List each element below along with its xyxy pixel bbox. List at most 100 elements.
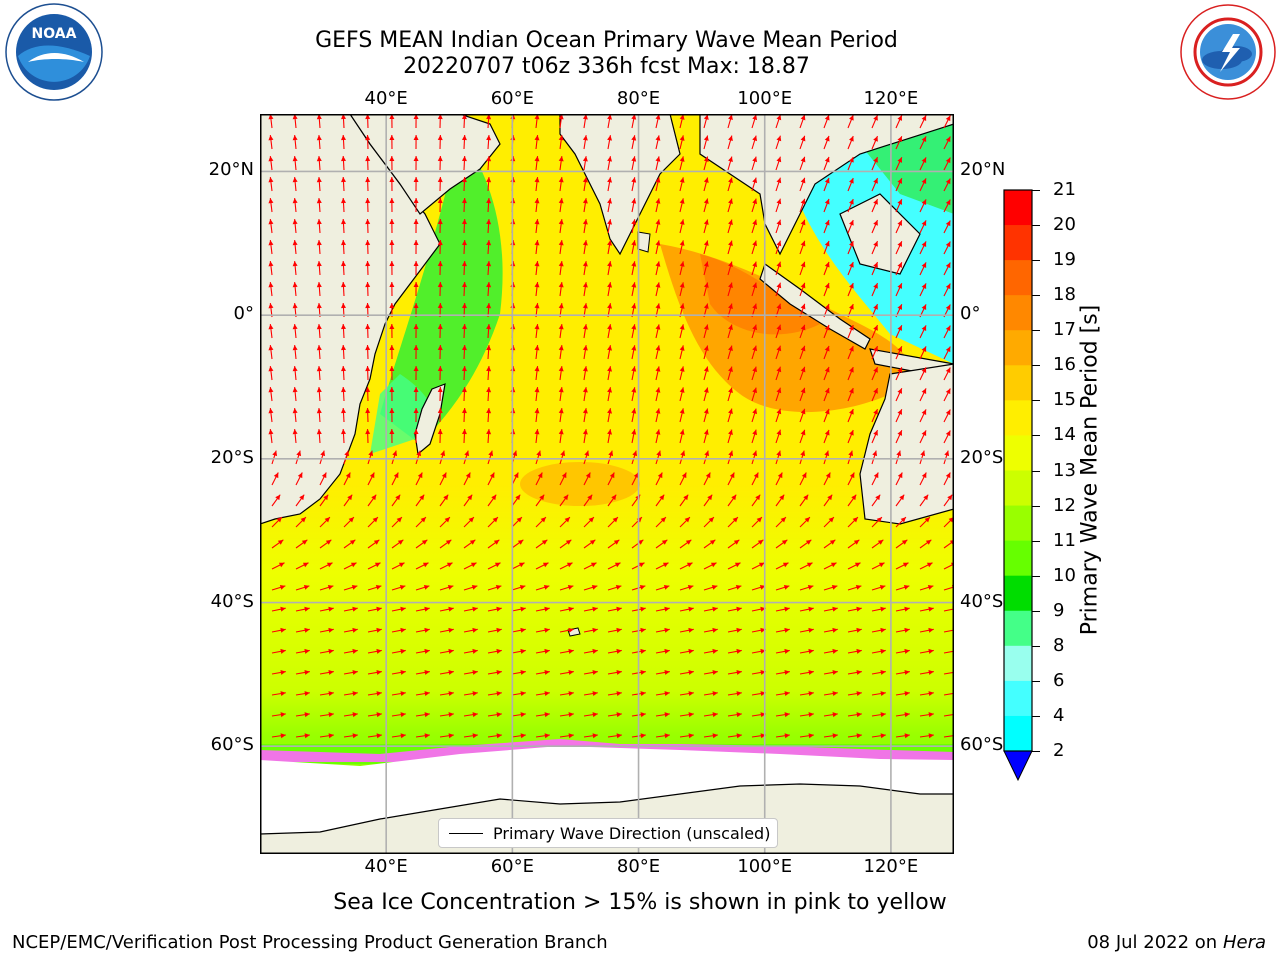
wave-arrow bbox=[437, 114, 443, 129]
wave-arrow bbox=[582, 219, 588, 234]
wave-arrow bbox=[316, 134, 322, 150]
wave-arrow bbox=[775, 584, 790, 591]
wave-arrow bbox=[727, 712, 742, 718]
wave-arrow bbox=[727, 539, 740, 549]
wave-arrow bbox=[895, 494, 905, 507]
wave-arrow bbox=[463, 494, 473, 507]
wave-arrow bbox=[607, 408, 613, 423]
wave-arrow bbox=[703, 584, 718, 591]
chart-subtitle: 20220707 t06z 336h fcst Max: 18.87 bbox=[403, 54, 810, 79]
wave-arrow bbox=[487, 562, 501, 570]
wave-arrow bbox=[847, 408, 854, 423]
wave-arrow bbox=[751, 408, 758, 423]
wave-arrow bbox=[439, 562, 453, 570]
wave-arrow bbox=[703, 450, 710, 465]
wave-arrow bbox=[895, 648, 910, 654]
wave-arrow bbox=[847, 733, 862, 739]
footer-credit: NCEP/EMC/Verification Post Processing Pr… bbox=[12, 932, 608, 953]
wave-arrow bbox=[534, 429, 540, 444]
wave-arrow bbox=[655, 387, 661, 402]
colorbar-tick-5 bbox=[1032, 365, 1040, 367]
wave-arrow bbox=[871, 114, 879, 129]
lon-label-top-3: 100°E bbox=[737, 88, 793, 109]
wave-arrow bbox=[583, 669, 598, 675]
wave-arrow bbox=[799, 324, 806, 339]
wave-arrow bbox=[583, 516, 595, 528]
wave-arrow bbox=[319, 539, 332, 549]
wave-arrow bbox=[751, 472, 759, 486]
wave-arrow bbox=[847, 691, 862, 697]
wave-arrow bbox=[799, 733, 814, 739]
wave-arrow bbox=[461, 155, 467, 171]
wave-arrow bbox=[437, 323, 443, 339]
wave-arrow bbox=[316, 218, 322, 234]
wave-arrow bbox=[486, 176, 492, 192]
wave-arrow bbox=[271, 712, 286, 718]
wave-arrow bbox=[895, 516, 907, 528]
wave-arrow bbox=[799, 648, 814, 654]
wave-arrow bbox=[271, 584, 286, 591]
wave-arrow bbox=[751, 219, 758, 234]
wave-arrow bbox=[799, 712, 814, 718]
wave-arrow bbox=[319, 494, 329, 507]
wave-arrow bbox=[703, 240, 709, 255]
wave-arrow bbox=[823, 562, 837, 570]
wave-arrow bbox=[271, 562, 285, 570]
wave-arrow bbox=[895, 262, 903, 276]
wave-arrow bbox=[292, 114, 298, 129]
wave-arrow bbox=[679, 240, 685, 255]
wave-arrow bbox=[751, 516, 763, 528]
wave-arrow bbox=[582, 240, 588, 255]
wave-arrow bbox=[271, 733, 286, 739]
wave-arrow bbox=[268, 135, 274, 150]
wave-arrow bbox=[607, 669, 622, 675]
wave-arrow bbox=[679, 627, 694, 633]
wave-arrow bbox=[607, 114, 613, 129]
wave-arrow bbox=[439, 712, 454, 718]
wave-arrow bbox=[343, 539, 356, 549]
wave-arrow bbox=[895, 430, 903, 444]
map-frame bbox=[260, 114, 954, 854]
wave-arrow bbox=[389, 323, 395, 339]
wave-arrow bbox=[775, 366, 782, 381]
wave-arrow bbox=[799, 450, 806, 465]
wave-arrow bbox=[437, 386, 443, 402]
wave-arrow bbox=[895, 409, 903, 423]
wave-arrow bbox=[871, 450, 878, 465]
wave-arrow bbox=[943, 367, 951, 381]
wave-arrow bbox=[799, 198, 806, 213]
wave-arrow bbox=[823, 261, 830, 276]
wave-arrow bbox=[871, 366, 879, 381]
wave-arrow bbox=[703, 627, 718, 633]
wave-arrow bbox=[534, 198, 540, 213]
wave-arrow bbox=[895, 325, 903, 339]
wave-arrow bbox=[703, 366, 709, 381]
wave-arrow bbox=[823, 240, 830, 255]
wave-arrow bbox=[943, 388, 951, 402]
wave-arrow bbox=[895, 115, 903, 129]
wave-arrow bbox=[271, 606, 286, 612]
wave-arrow bbox=[558, 324, 564, 339]
wave-arrow bbox=[703, 387, 709, 402]
wave-arrow bbox=[799, 135, 806, 150]
wave-arrow bbox=[607, 516, 619, 528]
wave-arrow bbox=[463, 450, 470, 465]
wave-arrow bbox=[823, 472, 831, 486]
wave-arrow bbox=[292, 387, 298, 402]
map-legend: Primary Wave Direction (unscaled) bbox=[438, 818, 778, 848]
wave-arrow bbox=[343, 733, 358, 739]
wave-arrow bbox=[316, 197, 322, 213]
wave-arrow bbox=[341, 197, 346, 213]
wave-arrow bbox=[703, 156, 709, 171]
wave-arrow bbox=[558, 177, 564, 192]
wave-arrow bbox=[775, 494, 785, 507]
wave-arrow bbox=[799, 494, 809, 507]
colorbar-tick-3 bbox=[1032, 295, 1040, 297]
wave-arrow bbox=[919, 539, 932, 549]
wave-arrow bbox=[871, 408, 879, 423]
wave-arrow bbox=[895, 220, 903, 234]
wave-arrow bbox=[727, 198, 733, 213]
wave-arrow bbox=[871, 219, 879, 234]
wave-arrow bbox=[341, 134, 346, 150]
wave-arrow bbox=[367, 733, 382, 739]
